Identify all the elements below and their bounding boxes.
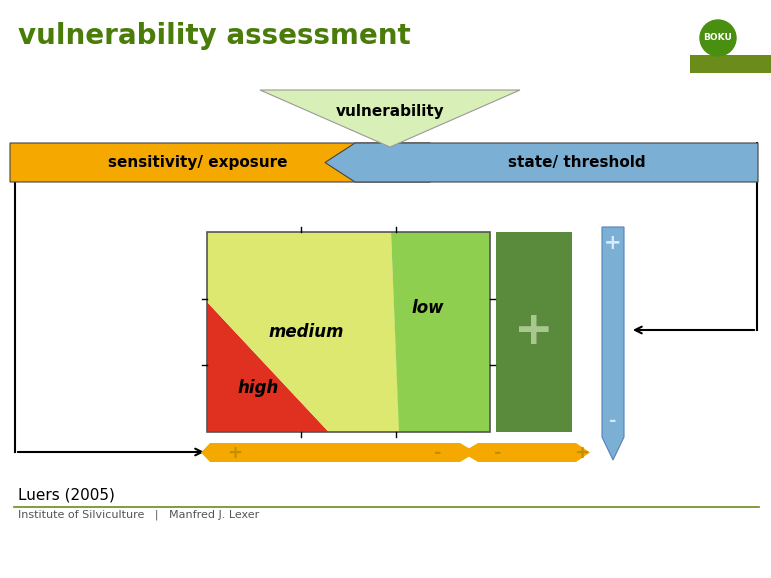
Bar bbox=[690, 55, 771, 73]
Polygon shape bbox=[207, 232, 399, 432]
Text: Institute of Silviculture   |   Manfred J. Lexer: Institute of Silviculture | Manfred J. L… bbox=[18, 510, 259, 521]
Text: +: + bbox=[604, 233, 622, 253]
Text: low: low bbox=[412, 299, 444, 317]
Text: +: + bbox=[227, 443, 243, 461]
Polygon shape bbox=[391, 232, 490, 432]
Text: vulnerability assessment: vulnerability assessment bbox=[18, 22, 411, 50]
Polygon shape bbox=[325, 143, 758, 182]
Text: -: - bbox=[434, 443, 442, 461]
Polygon shape bbox=[10, 143, 460, 182]
Text: medium: medium bbox=[268, 323, 344, 341]
Text: BOKU: BOKU bbox=[704, 34, 732, 43]
Polygon shape bbox=[462, 443, 590, 462]
Bar bbox=[207, 232, 490, 432]
Polygon shape bbox=[201, 443, 476, 462]
Text: -: - bbox=[494, 443, 502, 461]
Text: state/ threshold: state/ threshold bbox=[507, 155, 645, 170]
Bar bbox=[496, 232, 572, 432]
Bar bbox=[207, 232, 490, 432]
Circle shape bbox=[700, 20, 736, 56]
Text: sensitivity/ exposure: sensitivity/ exposure bbox=[108, 155, 288, 170]
Text: vulnerability: vulnerability bbox=[335, 104, 444, 119]
Text: +: + bbox=[574, 443, 590, 461]
Text: Luers (2005): Luers (2005) bbox=[18, 488, 115, 503]
Polygon shape bbox=[602, 227, 624, 460]
Polygon shape bbox=[260, 90, 520, 147]
Text: +: + bbox=[514, 309, 554, 354]
Text: high: high bbox=[237, 379, 278, 397]
Text: -: - bbox=[609, 412, 617, 430]
Polygon shape bbox=[207, 302, 328, 432]
